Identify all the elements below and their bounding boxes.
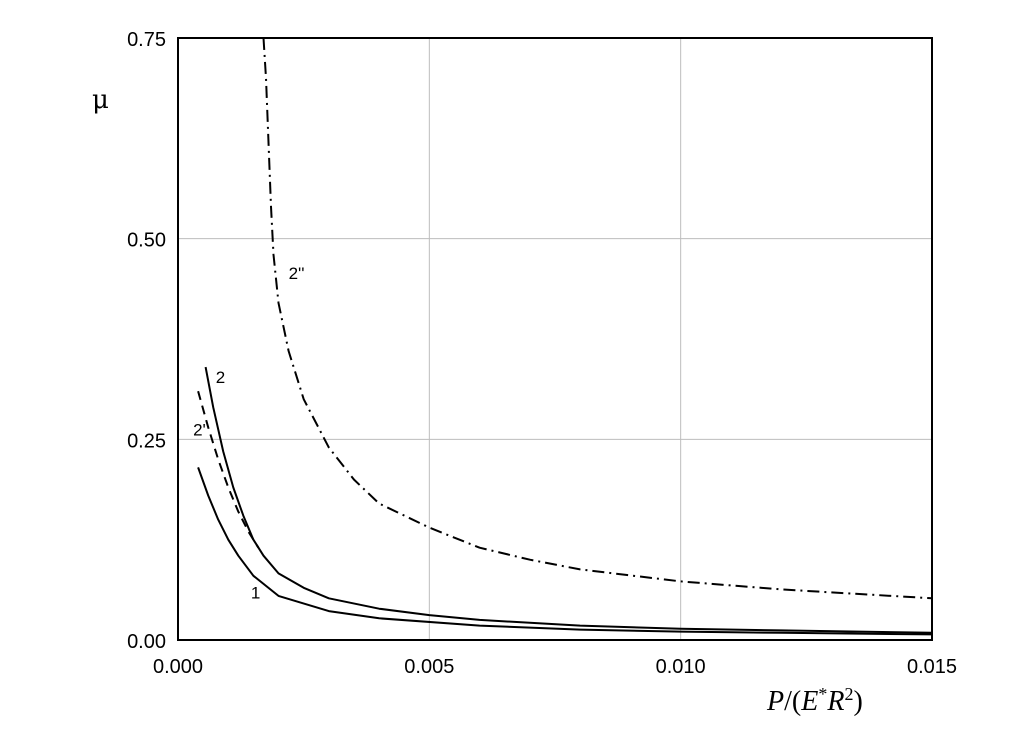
x-tick-label: 0.000 [153, 656, 203, 678]
grid [178, 38, 932, 640]
x-tick-label: 0.010 [656, 656, 706, 678]
x-tick-label: 0.015 [907, 656, 957, 678]
series-line-1 [197, 467, 933, 636]
series-line-2 [204, 366, 933, 634]
y-axis-label: μ [92, 85, 109, 115]
series-line-2p [197, 390, 260, 549]
curve-label: 1 [251, 583, 260, 602]
series-line-2pp [262, 37, 933, 600]
curve-label: 2 [216, 368, 225, 387]
x-axis-label: P/(E*R2) [766, 684, 863, 717]
y-tick-label: 0.25 [127, 430, 166, 452]
y-tick-label: 0.00 [127, 631, 166, 653]
x-tick-label: 0.005 [404, 656, 454, 678]
y-tick-label: 0.50 [127, 230, 166, 252]
curve-label: 2'' [289, 264, 305, 283]
curve-labels: 1 2 2' 2'' [193, 264, 304, 602]
series-layer [197, 37, 933, 636]
plot-frame [177, 37, 933, 641]
y-tick-label: 0.75 [127, 29, 166, 51]
tick-labels: 0.000 0.005 0.010 0.015 0.00 0.25 0.50 0.75 [127, 29, 957, 678]
curve-label: 2' [193, 420, 206, 439]
